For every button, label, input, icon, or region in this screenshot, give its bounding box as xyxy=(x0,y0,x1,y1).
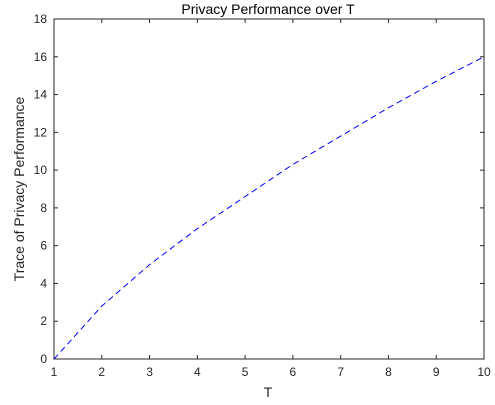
y-tick-label: 16 xyxy=(34,50,48,64)
y-tick-label: 10 xyxy=(34,163,48,177)
y-tick-label: 8 xyxy=(40,201,47,215)
x-tick-label: 4 xyxy=(194,365,201,379)
x-tick-label: 2 xyxy=(98,365,105,379)
series-line xyxy=(53,56,485,360)
y-tick-label: 14 xyxy=(34,88,48,102)
x-tick-label: 5 xyxy=(242,365,249,379)
plot-area xyxy=(53,18,485,360)
y-axis-ticks: 0 2 4 6 8 10 12 14 16 18 xyxy=(34,12,484,366)
y-tick-label: 12 xyxy=(34,125,48,139)
x-tick-label: 7 xyxy=(337,365,344,379)
chart-title: Privacy Performance over T xyxy=(181,1,355,17)
x-axis-ticks: 1 2 3 4 5 6 7 8 9 10 xyxy=(51,19,491,379)
y-axis-label: Trace of Privacy Performance xyxy=(11,96,27,281)
x-tick-label: 8 xyxy=(385,365,392,379)
x-tick-label: 3 xyxy=(146,365,153,379)
x-tick-label: 1 xyxy=(51,365,58,379)
y-tick-label: 2 xyxy=(40,314,47,328)
y-tick-label: 4 xyxy=(40,276,47,290)
y-tick-label: 6 xyxy=(40,239,47,253)
x-axis-label: T xyxy=(264,384,273,400)
y-tick-label: 18 xyxy=(34,12,48,26)
x-tick-label: 6 xyxy=(290,365,297,379)
x-tick-label: 10 xyxy=(477,365,491,379)
y-tick-label: 0 xyxy=(40,352,47,366)
x-tick-label: 9 xyxy=(433,365,440,379)
